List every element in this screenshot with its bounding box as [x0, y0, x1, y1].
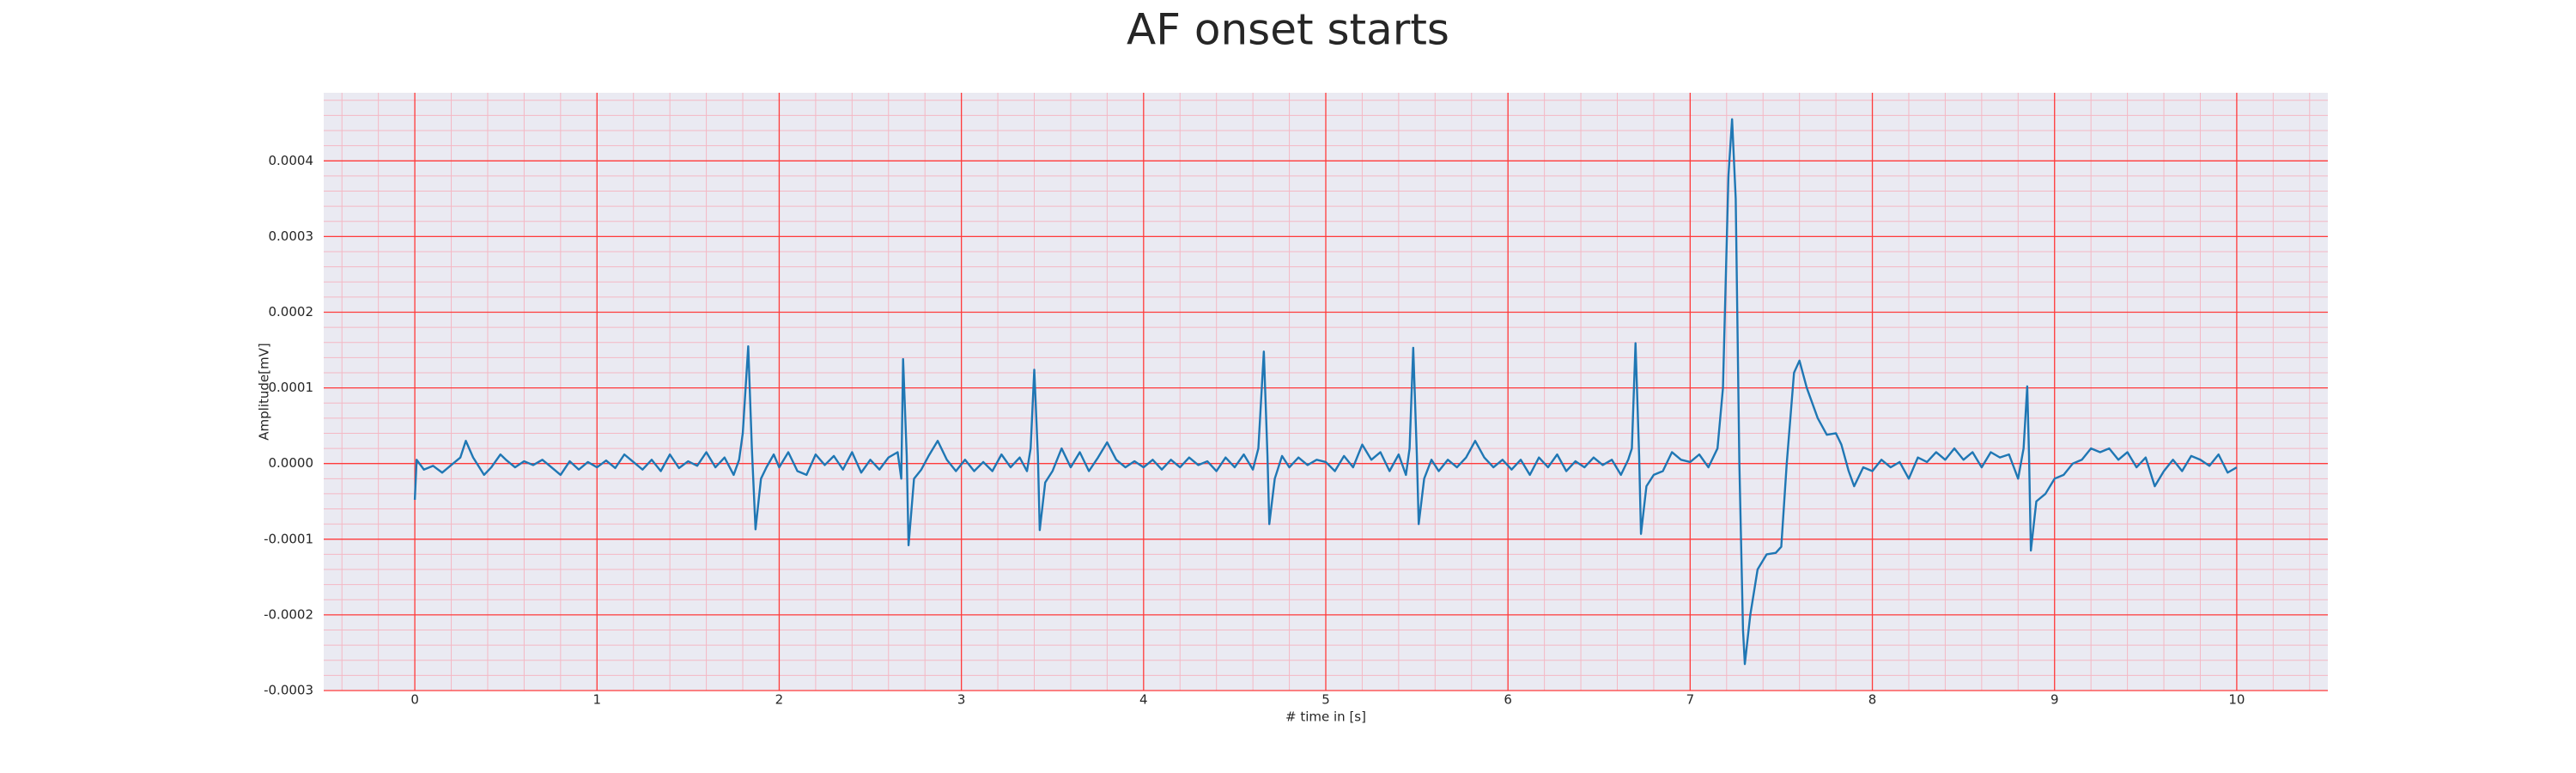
y-tick-label: 0.0001: [269, 380, 314, 395]
x-axis-label: # time in [s]: [1285, 709, 1366, 725]
line-series: [413, 118, 2238, 666]
y-tick-label: 0.0004: [269, 153, 314, 168]
y-tick-label: 0.0002: [269, 304, 314, 320]
x-tick-label: 3: [957, 692, 966, 708]
x-tick-label: 0: [410, 692, 419, 708]
x-tick-label: 8: [1868, 692, 1877, 708]
x-tick-label: 7: [1686, 692, 1695, 708]
x-tick-label: 6: [1504, 692, 1512, 708]
x-tick-label: 1: [592, 692, 601, 708]
y-tick-label: -0.0001: [264, 531, 313, 546]
chart-title: AF onset starts: [1127, 5, 1449, 55]
y-axis-label: Amplitude[mV]: [257, 343, 272, 440]
x-tick-label: 4: [1139, 692, 1148, 708]
grid: [324, 93, 2328, 691]
x-tick-label: 9: [2050, 692, 2059, 708]
marks: [413, 118, 2238, 666]
x-tick-label: 5: [1321, 692, 1330, 708]
x-tick-label: 10: [2228, 692, 2245, 708]
y-tick-label: 0.0003: [269, 228, 314, 244]
x-tick-label: 2: [775, 692, 784, 708]
y-tick-label: 0.0000: [269, 455, 314, 471]
y-tick-label: -0.0003: [264, 683, 313, 698]
y-tick-label: -0.0002: [264, 606, 313, 622]
